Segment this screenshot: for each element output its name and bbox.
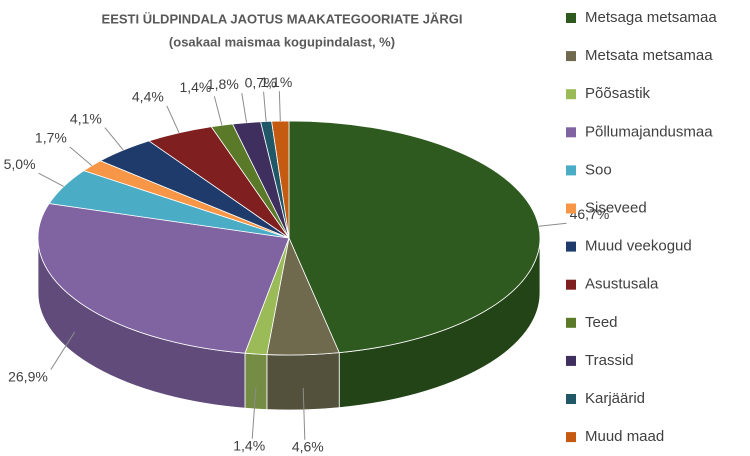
- legend-label: Soo: [585, 161, 612, 178]
- legend-label: Siseveed: [585, 199, 647, 216]
- leader-line: [38, 172, 64, 187]
- leader-line: [302, 387, 306, 440]
- data-label: 1,4%: [233, 437, 265, 453]
- leader-line: [69, 146, 93, 166]
- leader-line: [104, 127, 124, 151]
- legend-label: Muud maad: [585, 428, 664, 445]
- legend-swatch: [566, 355, 576, 366]
- legend-label: Teed: [585, 314, 618, 331]
- leader-line: [538, 222, 567, 227]
- leader-line: [213, 96, 223, 126]
- legend-swatch: [566, 317, 576, 328]
- leader-line: [241, 93, 248, 123]
- legend-label: Metsata metsamaa: [585, 47, 713, 64]
- legend-swatch: [566, 13, 576, 23]
- legend-swatch: [566, 241, 576, 252]
- leader-line: [263, 91, 267, 122]
- legend-swatch: [566, 165, 576, 176]
- legend-label: Trassid: [585, 352, 634, 369]
- data-label: 5,0%: [4, 156, 36, 172]
- chart-subtitle: (osakaal maismaa kogupindalast, %): [169, 34, 395, 49]
- legend-swatch: [566, 394, 576, 404]
- legend-swatch: [566, 89, 576, 100]
- leader-line: [166, 105, 180, 134]
- legend-label: Põõsastik: [585, 85, 651, 102]
- data-label: 1,8%: [207, 76, 239, 92]
- data-label: 0,7%: [245, 74, 277, 90]
- leader-line: [50, 331, 76, 370]
- data-label: 46,7%: [570, 206, 610, 222]
- data-label: 4,4%: [132, 89, 164, 105]
- data-label: 1,4%: [179, 79, 211, 95]
- legend-label: Karjäärid: [585, 390, 645, 407]
- slice-side: [266, 352, 340, 411]
- legend-swatch: [566, 51, 576, 62]
- legend-label: Asustusala: [585, 276, 659, 293]
- data-label: 4,6%: [292, 438, 324, 454]
- leader-line: [278, 91, 281, 122]
- legend-label: Põllumajandusmaa: [585, 123, 713, 140]
- legend-swatch: [566, 127, 576, 138]
- legend-swatch: [566, 279, 576, 290]
- data-label: 1,1%: [260, 74, 292, 90]
- slice: [37, 203, 290, 354]
- legend-label: Muud veekogud: [585, 238, 692, 255]
- legend-swatch: [566, 432, 576, 443]
- legend-label: Metsaga metsamaa: [585, 9, 717, 26]
- chart-title: EESTI ÜLDPINDALA JAOTUS MAAKATEGOORIATE …: [102, 11, 463, 26]
- slice-side: [244, 352, 268, 410]
- leader-line: [251, 386, 257, 439]
- legend-swatch: [566, 203, 576, 214]
- data-label: 4,1%: [70, 110, 102, 126]
- data-label: 1,7%: [35, 130, 67, 146]
- data-label: 26,9%: [8, 368, 48, 384]
